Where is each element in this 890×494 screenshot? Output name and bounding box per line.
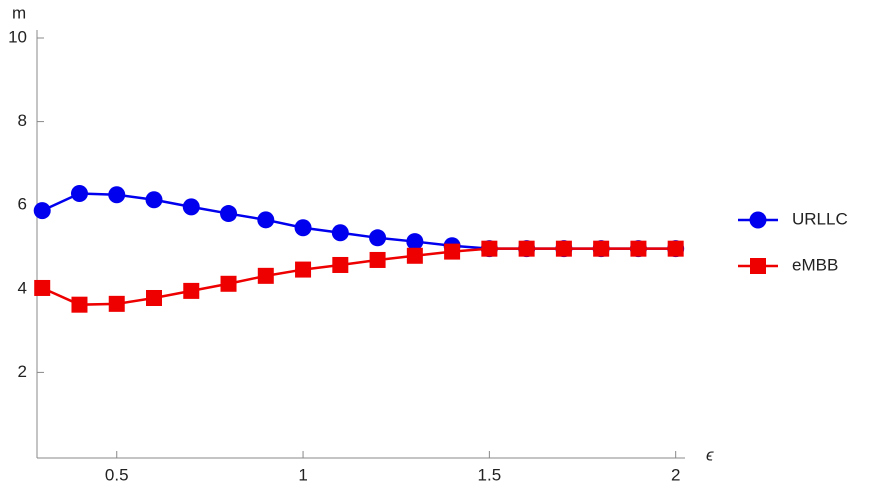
marker — [406, 233, 424, 251]
marker — [593, 240, 610, 257]
marker — [481, 240, 498, 257]
marker — [295, 261, 312, 278]
marker — [369, 251, 386, 268]
legend-marker — [750, 258, 766, 274]
marker — [146, 289, 163, 306]
y-tick-label: 6 — [18, 195, 27, 214]
marker — [444, 243, 461, 260]
marker — [108, 186, 126, 204]
x-tick-label: 2 — [671, 465, 680, 484]
y-tick-label: 10 — [8, 27, 27, 46]
marker — [257, 267, 274, 284]
y-tick-label: 8 — [18, 111, 27, 130]
series-line — [41, 247, 676, 306]
marker — [183, 282, 200, 299]
marker — [294, 219, 312, 237]
legend-label: URLLC — [792, 209, 848, 228]
marker — [518, 240, 535, 257]
legend-label: eMBB — [792, 255, 838, 274]
marker — [667, 240, 684, 257]
x-tick-label: 1 — [298, 465, 307, 484]
y-tick-label: 2 — [18, 362, 27, 381]
marker — [220, 205, 238, 223]
series-line — [41, 192, 676, 250]
marker — [406, 247, 423, 264]
marker — [369, 229, 387, 247]
marker — [71, 296, 88, 313]
marker — [331, 224, 349, 242]
x-tick-label: 1.5 — [478, 465, 502, 484]
y-tick-label: 4 — [18, 278, 27, 297]
marker — [257, 211, 275, 229]
marker — [555, 240, 572, 257]
marker — [630, 240, 647, 257]
marker — [332, 256, 349, 273]
marker — [182, 198, 200, 216]
y-axis-label: m — [12, 3, 26, 22]
marker — [70, 184, 88, 202]
marker — [33, 202, 51, 220]
marker — [108, 295, 125, 312]
marker — [34, 279, 51, 296]
x-axis-label: ϵ — [706, 445, 714, 464]
marker — [145, 191, 163, 209]
marker — [220, 275, 237, 292]
x-tick-label: 0.5 — [105, 465, 129, 484]
legend-marker — [749, 211, 767, 229]
